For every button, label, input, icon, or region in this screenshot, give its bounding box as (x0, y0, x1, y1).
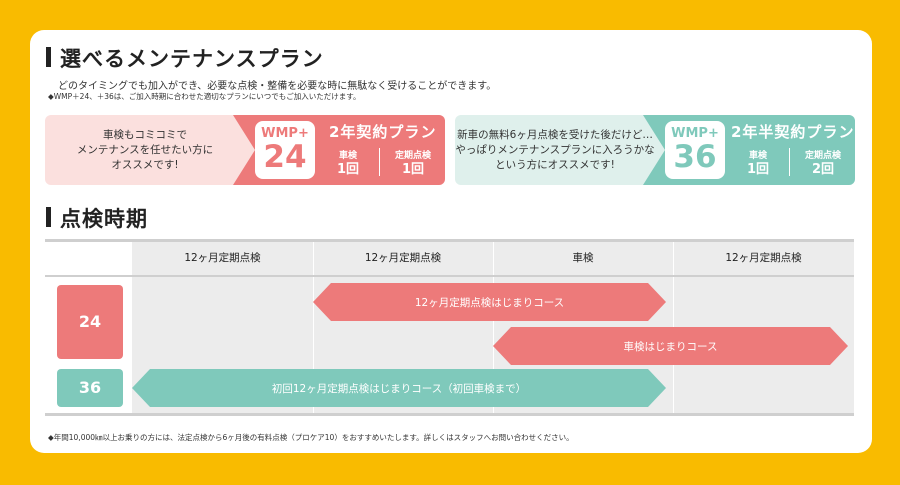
column-header: 12ヶ月定期点検 (184, 252, 261, 264)
grid-line (313, 242, 314, 413)
plan-24-description: 車検もコミコミで メンテナンスを任せたい方に オススメです! (45, 115, 245, 185)
arrow-24-inspection-start (313, 283, 666, 321)
plan-24-title: 2年契約プラン (329, 123, 437, 141)
plan-36-description: 新車の無料6ヶ月点検を受けた後だけど… やっぱりメンテナンスプランに入ろうかな … (455, 115, 655, 185)
note-text: ◆WMP＋24、＋36は、ご加入時期に合わせた適切なプランにいつでもご加入いただ… (48, 92, 361, 101)
plan-24-desc-line: オススメです! (111, 158, 179, 171)
plan-36-badge: WMP+ 36 (665, 121, 725, 179)
badge-number: 36 (673, 139, 717, 175)
lead-text: どのタイミングでも加入ができ、必要な点検・整備を必要な時に無駄なく受けることがで… (58, 81, 497, 92)
column-header: 12ヶ月定期点検 (725, 252, 802, 264)
col-value: 1回 (746, 162, 770, 177)
plan-24-desc-line: メンテナンスを任せたい方に (76, 143, 214, 156)
plan-24-badge: WMP+ 24 (255, 121, 315, 179)
row-label-36: 36 (57, 369, 123, 407)
col-label: 定期点検 (804, 151, 841, 161)
row-label-24: 24 (57, 285, 123, 359)
badge-wmp-label: WMP+ (261, 126, 309, 141)
arrow-label: 車検はじまりコース (623, 340, 718, 353)
plan-24-separator (379, 148, 380, 176)
column-header: 車検 (572, 252, 594, 264)
grid-line (493, 242, 494, 413)
plan-36-col-shaken: 車検 1回 (738, 149, 778, 177)
plan-36-separator (789, 148, 790, 176)
badge-wmp-label: WMP+ (671, 126, 719, 141)
col-label: 車検 (338, 151, 357, 161)
header-rule (45, 275, 854, 277)
plan-24-desc-line: 車検もコミコミで (102, 128, 187, 141)
table-bottom-rule (45, 413, 854, 416)
arrow-label: 12ヶ月定期点検はじまりコース (414, 296, 565, 309)
plan-card-24[interactable]: 車検もコミコミで メンテナンスを任せたい方に オススメです! WMP+ 24 2… (45, 115, 445, 185)
plan-36-desc-line: 新車の無料6ヶ月点検を受けた後だけど… (457, 128, 653, 141)
section-title-plans: 選べるメンテナンスプラン (46, 43, 324, 73)
plan-24-col-inspection: 定期点検 1回 (385, 149, 441, 177)
arrow-24-shaken-start (493, 327, 848, 365)
plan-36-title: 2年半契約プラン (731, 123, 855, 141)
section-title-schedule: 点検時期 (46, 203, 148, 233)
plan-card-36[interactable]: 新車の無料6ヶ月点検を受けた後だけど… やっぱりメンテナンスプランに入ろうかな … (455, 115, 855, 185)
col-label: 車検 (748, 151, 767, 161)
col-value: 2回 (811, 162, 835, 177)
badge-number: 24 (263, 139, 307, 175)
plan-36-desc-line: という方にオススメです! (495, 158, 615, 171)
table-top-rule (45, 239, 854, 242)
col-label: 定期点検 (394, 151, 431, 161)
plan-36-desc-line: やっぱりメンテナンスプランに入ろうかな (455, 143, 655, 156)
plan-24-col-shaken: 車検 1回 (328, 149, 368, 177)
plan-36-col-inspection: 定期点検 2回 (795, 149, 851, 177)
column-header: 12ヶ月定期点検 (364, 252, 442, 264)
col-value: 1回 (336, 162, 360, 177)
arrow-label: 初回12ヶ月定期点検はじまりコース（初回車検まで） (271, 382, 527, 395)
footnote: ◆年間10,000㎞以上お乗りの方には、法定点検から6ヶ月後の有料点検（プロケア… (48, 433, 574, 442)
arrow-36-first-inspection (132, 369, 666, 407)
col-value: 1回 (401, 162, 425, 177)
